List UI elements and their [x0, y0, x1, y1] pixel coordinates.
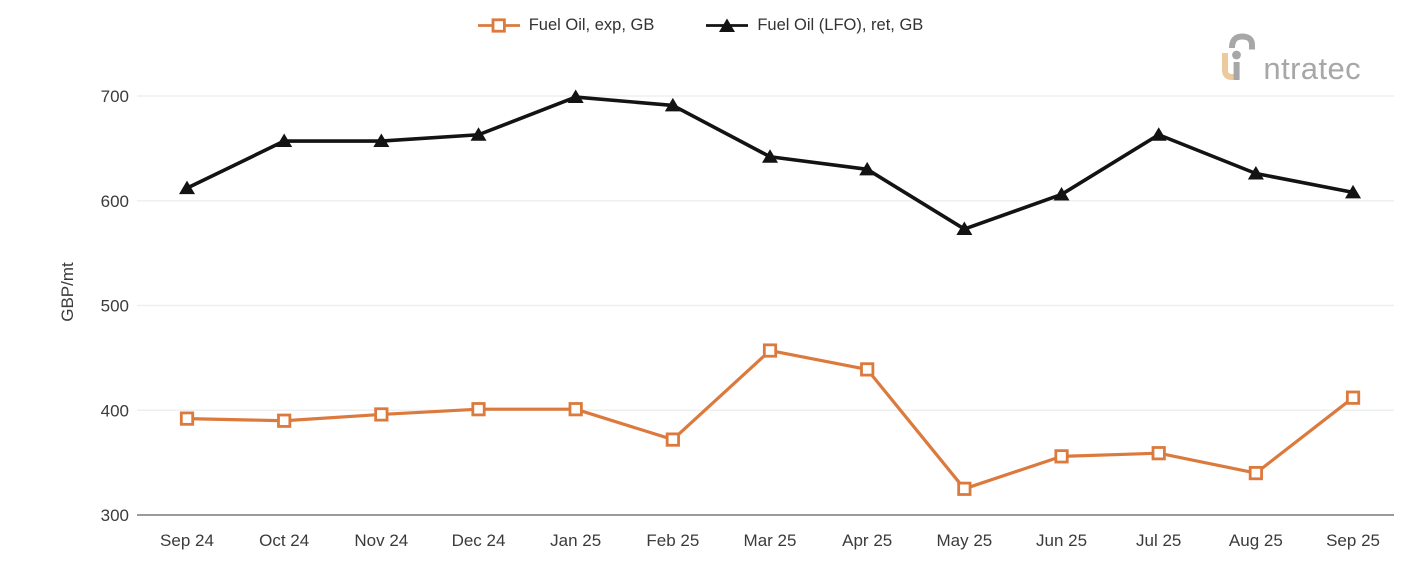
data-point-square[interactable] [1345, 390, 1361, 405]
legend-filled-triangle-marker-icon [706, 18, 749, 32]
data-point-square[interactable] [471, 402, 486, 417]
x-tick-label: Sep 25 [1326, 531, 1380, 550]
x-tick-label: Oct 24 [259, 531, 309, 550]
y-tick-label: 500 [101, 297, 129, 316]
legend-open-square-marker-icon [477, 18, 520, 33]
data-point-square[interactable] [568, 402, 583, 417]
series-line-0 [185, 348, 1355, 491]
legend: Fuel Oil, exp, GB Fuel Oil (LFO), ret, G… [0, 16, 1401, 35]
series-line-1 [185, 95, 1355, 231]
data-point-triangle[interactable] [567, 89, 584, 104]
data-point-triangle[interactable] [1247, 166, 1264, 180]
data-point-triangle[interactable] [179, 180, 195, 195]
data-point-square[interactable] [374, 407, 389, 422]
x-tick-label: Jul 25 [1136, 531, 1181, 550]
data-point-triangle[interactable] [1150, 127, 1167, 141]
legend-label-fuel-oil-lfo-ret: Fuel Oil (LFO), ret, GB [757, 16, 924, 34]
data-point-triangle[interactable] [470, 127, 487, 141]
x-tick-label: May 25 [936, 531, 992, 550]
data-point-square[interactable] [1248, 465, 1263, 481]
data-point-triangle[interactable] [276, 133, 293, 148]
legend-item-fuel-oil-exp[interactable]: Fuel Oil, exp, GB [477, 16, 655, 35]
y-tick-label: 300 [101, 506, 129, 525]
legend-label-fuel-oil-exp: Fuel Oil, exp, GB [528, 16, 655, 34]
y-tick-label: 600 [101, 192, 129, 211]
x-tick-label: Jun 25 [1036, 531, 1087, 550]
data-point-square[interactable] [860, 362, 875, 377]
x-tick-label: Nov 24 [354, 531, 408, 550]
data-point-triangle[interactable] [373, 133, 390, 148]
x-tick-label: Mar 25 [744, 531, 797, 550]
data-point-triangle[interactable] [664, 97, 681, 112]
legend-marker-square [491, 18, 506, 33]
x-tick-label: Aug 25 [1229, 531, 1283, 550]
data-point-square[interactable] [179, 411, 195, 426]
data-point-triangle[interactable] [762, 149, 779, 163]
data-point-triangle[interactable] [956, 221, 973, 236]
data-point-square[interactable] [762, 343, 778, 358]
legend-item-fuel-oil-lfo-ret[interactable]: Fuel Oil (LFO), ret, GB [706, 16, 923, 35]
intratec-logo[interactable]: ntratec [1220, 33, 1361, 85]
y-tick-label: 400 [101, 401, 129, 420]
data-point-triangle[interactable] [859, 161, 876, 176]
legend-marker-triangle [719, 18, 736, 32]
x-tick-label: Feb 25 [646, 531, 699, 550]
x-tick-label: Jan 25 [550, 531, 601, 550]
data-point-square[interactable] [665, 432, 680, 447]
data-point-square[interactable] [957, 481, 972, 496]
data-point-square[interactable] [1054, 449, 1069, 464]
x-tick-label: Apr 25 [842, 531, 892, 550]
data-point-square[interactable] [277, 413, 292, 428]
y-tick-label: 700 [101, 87, 129, 106]
y-axis-title: GBP/mt [58, 262, 77, 322]
data-point-triangle[interactable] [1345, 184, 1362, 199]
x-tick-label: Sep 24 [160, 531, 214, 550]
intratec-logo-mark-icon [1222, 33, 1256, 80]
logo-text: ntratec [1263, 51, 1361, 86]
data-point-triangle[interactable] [1053, 186, 1070, 201]
data-point-square[interactable] [1151, 446, 1166, 461]
x-tick-label: Dec 24 [452, 531, 506, 550]
